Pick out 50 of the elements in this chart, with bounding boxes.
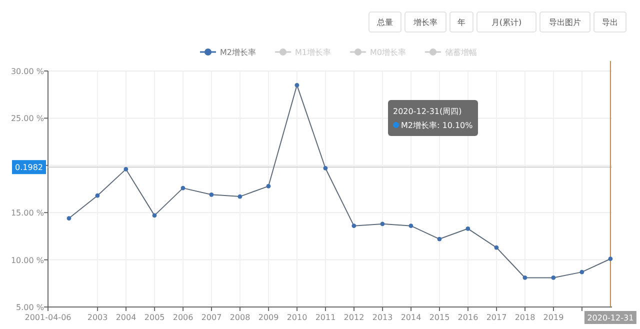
point xyxy=(294,82,300,88)
annotation: 2020-12-31(周四) xyxy=(393,107,462,116)
ref-line-label: 2020-12-31 xyxy=(587,314,634,322)
point xyxy=(608,256,613,262)
x-tick-label: 2014 xyxy=(400,313,422,322)
y-tick-label: 10.00 % xyxy=(10,256,44,265)
annotation: 0.1982 xyxy=(15,163,43,172)
point xyxy=(352,224,356,228)
point xyxy=(124,166,128,172)
x-tick-label: 2005 xyxy=(144,313,165,322)
tooltip: 2020-12-31(周四) M2增长率: 10.10% xyxy=(388,100,478,136)
x-tick-label: 2012 xyxy=(344,313,364,322)
x-tick-label: 2006 xyxy=(172,313,194,322)
point xyxy=(95,193,100,198)
point xyxy=(180,186,186,190)
x-tick-label: 2019 xyxy=(543,313,564,322)
x-tick-label: 2008 xyxy=(230,313,250,322)
x-tick-label: 2001-04-06 xyxy=(24,313,72,322)
point xyxy=(494,245,499,250)
x-tick-label: 2018 xyxy=(514,313,536,322)
point xyxy=(323,166,328,170)
point xyxy=(209,192,214,197)
x-tick-label: 2009 xyxy=(258,313,279,322)
point xyxy=(466,226,470,231)
point xyxy=(380,222,385,226)
point xyxy=(551,276,556,280)
x-tick-label: 2003 xyxy=(87,313,108,322)
point xyxy=(437,236,442,242)
legend-label: M2增长率 xyxy=(220,48,256,57)
point xyxy=(522,276,528,280)
point xyxy=(408,224,414,228)
y-tick-label: 25.00 % xyxy=(10,114,44,124)
x-tick-label: 2007 xyxy=(201,313,222,322)
point xyxy=(580,270,584,274)
x-tick-label: 2016 xyxy=(458,313,478,322)
point xyxy=(152,213,157,218)
point xyxy=(66,216,72,220)
point xyxy=(266,184,271,188)
x-tick-label: 2013 xyxy=(372,313,393,322)
y-tick-label: 30.00 % xyxy=(10,67,44,76)
x-tick-label: 2015 xyxy=(429,313,450,322)
y-tick-label: 5.00 % xyxy=(16,303,44,312)
axis-pointer-label: 0.1982 xyxy=(12,160,46,174)
y-tick-label: 15.00 % xyxy=(10,208,44,218)
x-tick-label: 2004 xyxy=(116,313,136,322)
point xyxy=(238,194,242,199)
annotation: M2增长率: 10.10% xyxy=(401,121,474,130)
x-tick-label: 2017 xyxy=(486,313,507,322)
x-tick-label: 2011 xyxy=(315,313,336,322)
x-tick-label: 2010 xyxy=(286,313,308,322)
